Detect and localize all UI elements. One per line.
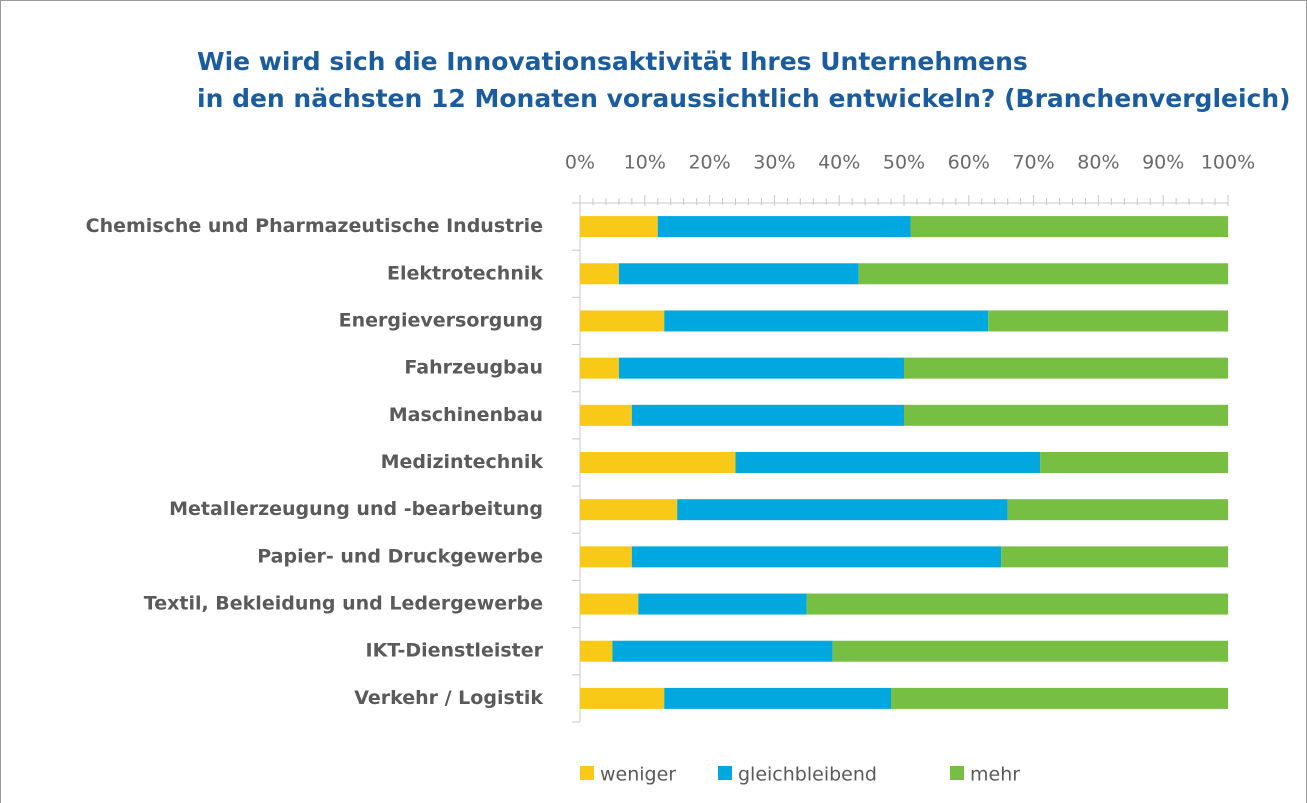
- x-tick-label: 40%: [818, 152, 860, 174]
- y-tick-label: Maschinenbau: [389, 404, 543, 426]
- bar-segment: [735, 452, 1041, 473]
- bar-segment: [664, 310, 989, 332]
- y-tick-label: Papier- und Druckgewerbe: [257, 545, 543, 567]
- legend-swatch: [950, 766, 964, 780]
- y-tick-label: Chemische und Pharmazeutische Industrie: [86, 215, 543, 237]
- bar-segment: [904, 357, 1228, 379]
- bar-segment: [1001, 546, 1228, 568]
- bar-segment: [580, 216, 658, 238]
- y-tick-label: Energieversorgung: [339, 309, 543, 331]
- bar-segment: [580, 687, 665, 709]
- bar-segment: [891, 687, 1228, 709]
- chart-title: in den nächsten 12 Monaten voraussichtli…: [197, 84, 1291, 113]
- bar-segment: [580, 593, 639, 615]
- bar-segment: [631, 404, 904, 426]
- bar-segment: [1040, 452, 1228, 473]
- bar-segment: [580, 499, 678, 521]
- x-tick-label: 0%: [565, 152, 595, 174]
- x-tick-label: 90%: [1142, 152, 1184, 174]
- y-tick-label: Textil, Bekleidung und Ledergewerbe: [144, 593, 543, 615]
- y-tick-label: Elektrotechnik: [387, 262, 543, 284]
- bar-segment: [580, 263, 619, 285]
- bar-segment: [618, 357, 904, 379]
- bar-segment: [580, 357, 619, 379]
- x-tick-label: 10%: [624, 152, 666, 174]
- x-tick-label: 20%: [688, 152, 730, 174]
- bar-segment: [631, 546, 1002, 568]
- x-tick-label: 80%: [1077, 152, 1119, 174]
- bar-segment: [664, 687, 892, 709]
- bar-segment: [580, 452, 736, 473]
- bar-segment: [612, 640, 833, 662]
- bar-segment: [677, 499, 1008, 521]
- bar-segment: [1007, 499, 1228, 521]
- x-tick-label: 50%: [883, 152, 925, 174]
- bar-segment: [580, 640, 613, 662]
- bar-segment: [858, 263, 1228, 285]
- bar-segment: [618, 263, 859, 285]
- y-tick-label: Medizintechnik: [381, 451, 544, 473]
- x-tick-label: 70%: [1012, 152, 1054, 174]
- bar-segment: [806, 593, 1228, 615]
- bar-segment: [910, 216, 1228, 238]
- bar-segment: [638, 593, 807, 615]
- bar-segment: [580, 310, 665, 332]
- y-tick-label: IKT-Dienstleister: [366, 640, 544, 662]
- legend-label: weniger: [600, 764, 676, 786]
- legend-label: mehr: [970, 764, 1020, 786]
- bar-segment: [580, 404, 632, 426]
- bar-segment: [832, 640, 1228, 662]
- x-tick-label: 100%: [1201, 152, 1255, 174]
- y-tick-label: Fahrzeugbau: [404, 357, 543, 379]
- legend-label: gleichbleibend: [738, 764, 877, 786]
- bar-segment: [904, 404, 1228, 426]
- bar-segment: [580, 546, 632, 568]
- x-tick-label: 60%: [948, 152, 990, 174]
- bar-segment: [657, 216, 911, 238]
- legend-swatch: [718, 766, 732, 780]
- bar-segment: [988, 310, 1228, 332]
- y-tick-label: Verkehr / Logistik: [354, 687, 543, 709]
- chart-title: Wie wird sich die Innovationsaktivität I…: [197, 47, 1028, 76]
- legend-swatch: [580, 766, 594, 780]
- x-tick-label: 30%: [753, 152, 795, 174]
- y-tick-label: Metallerzeugung und -bearbeitung: [169, 498, 543, 520]
